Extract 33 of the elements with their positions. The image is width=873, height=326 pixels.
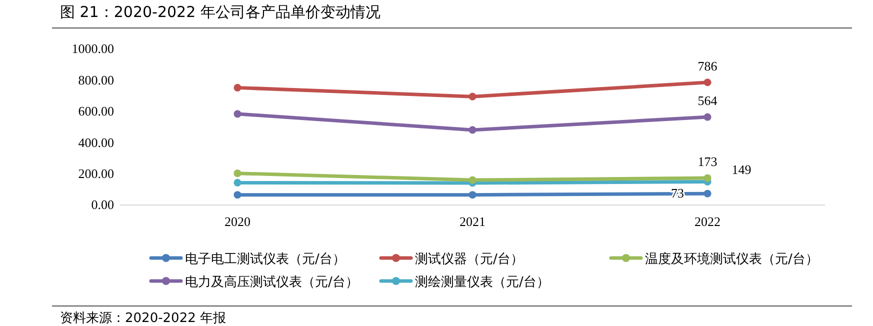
point [704, 174, 712, 182]
y-tick-label: 200.00 [78, 166, 114, 181]
legend-label: 电力及高压测试仪表（元/台） [185, 274, 358, 290]
y-tick-label: 400.00 [78, 134, 114, 150]
data-label: 173 [698, 154, 718, 170]
point [234, 170, 242, 178]
text: 资料来源：2020-2022 年报 [60, 311, 226, 326]
point [234, 178, 242, 186]
point [234, 84, 242, 92]
chart-title: 图 21：2020-2022 年公司各产品单价变动情况 [60, 3, 380, 21]
point [704, 113, 712, 121]
x-tick-label: 2022 [694, 214, 720, 230]
y-tick-label: 600.00 [78, 104, 114, 119]
data-label: 149 [732, 162, 752, 177]
point [704, 190, 712, 198]
point [468, 92, 476, 100]
x-tick-label: 2020 [224, 214, 250, 230]
legend-label: 温度及环境测试仪表（元/台） [645, 251, 818, 267]
data-label: 564 [698, 93, 718, 108]
legend-label: 测试仪器（元/台） [415, 252, 524, 267]
point [468, 126, 476, 134]
point [234, 191, 242, 199]
x-tick-label: 2021 [460, 214, 486, 230]
y-tick-label: 800.00 [78, 72, 114, 88]
y-tick-label: 1000.00 [72, 41, 114, 56]
y-tick-label: 0.00 [91, 197, 114, 212]
legend-label: 测绘测量仪表（元/台） [415, 275, 550, 290]
point [468, 191, 476, 199]
data-label: 786 [698, 58, 718, 74]
point [234, 110, 242, 118]
legend-label: 电子电工测试仪表（元/台） [185, 252, 346, 267]
point [704, 78, 712, 86]
point [468, 176, 476, 184]
